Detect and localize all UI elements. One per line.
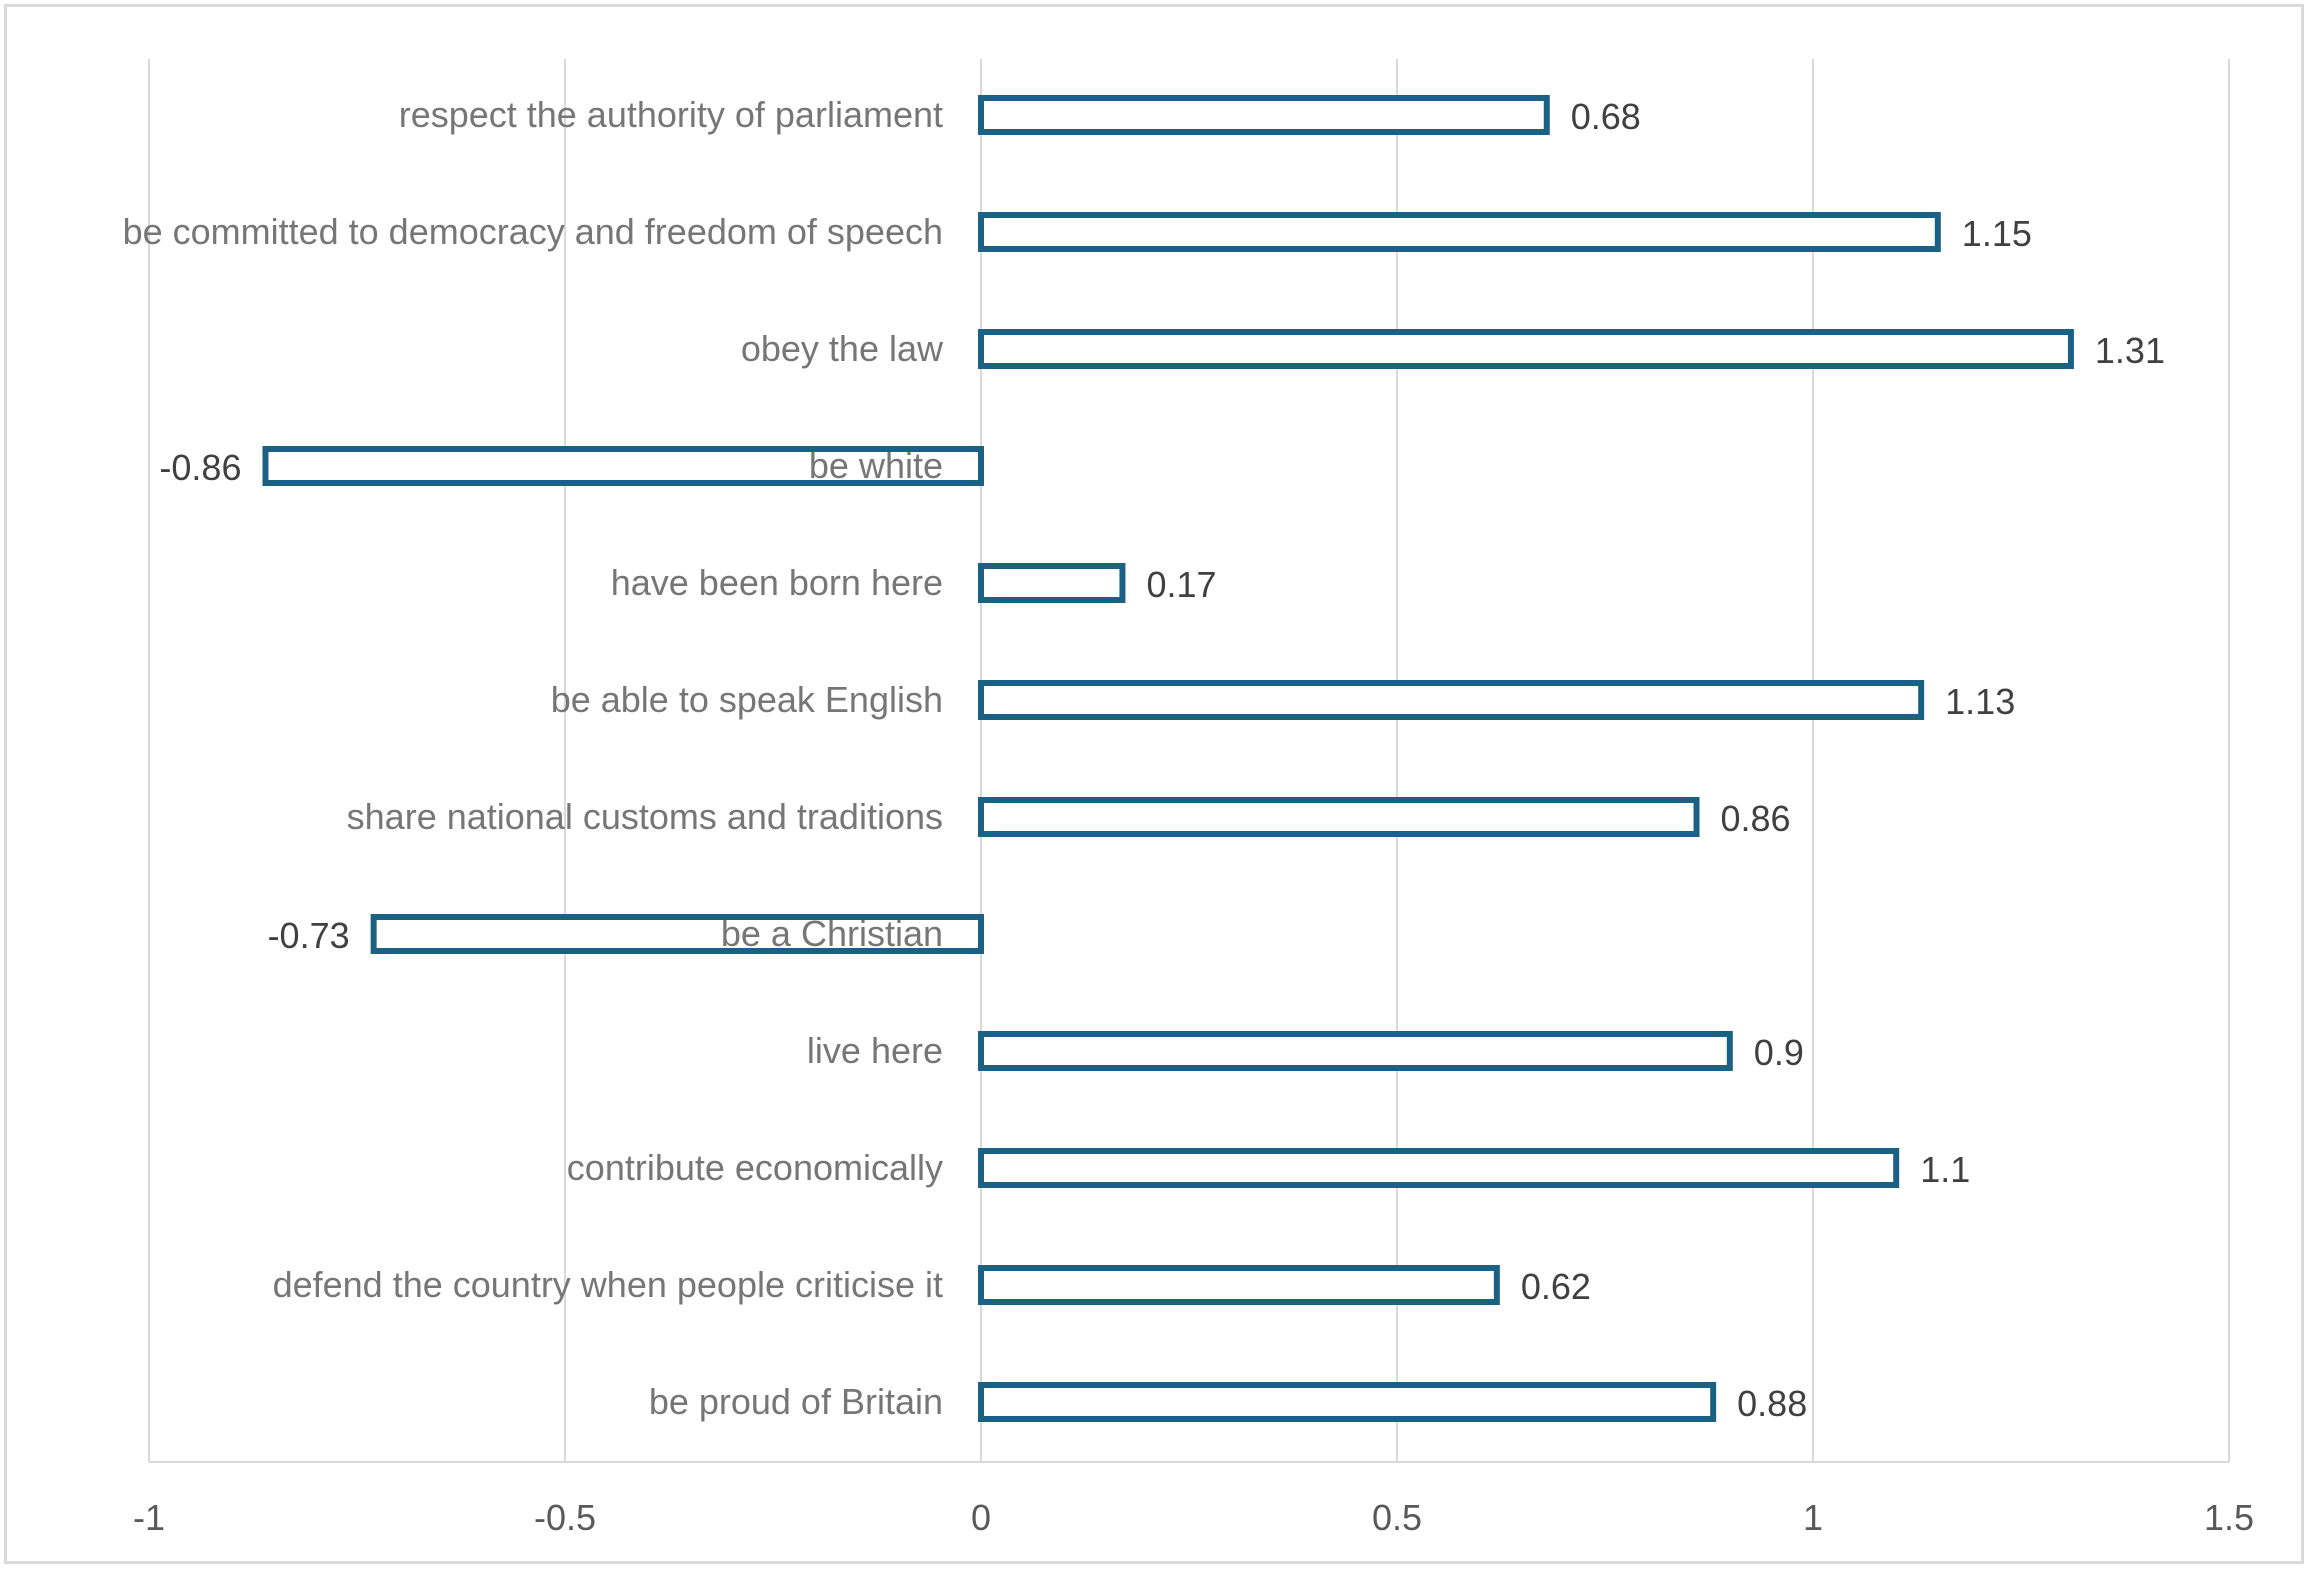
category-label: be able to speak English	[551, 679, 943, 720]
category-label: be a Christian	[721, 913, 943, 954]
x-tick-label: -0.5	[534, 1497, 596, 1538]
bars	[262, 95, 2074, 1422]
bar	[978, 680, 1925, 720]
bar	[262, 446, 985, 486]
category-label: share national customs and traditions	[347, 796, 943, 837]
bar	[978, 1031, 1733, 1071]
category-label: have been born here	[611, 562, 943, 603]
labels: respect the authority of parliament 0.68 b…	[123, 94, 2165, 1424]
category-label: contribute economically	[567, 1147, 943, 1188]
data-label: 0.17	[1146, 564, 1216, 605]
data-label: -0.73	[268, 915, 350, 956]
gridlines	[148, 59, 2230, 1463]
category-label: be committed to democracy and freedom of…	[123, 211, 943, 252]
x-tick-label: 0	[971, 1497, 991, 1538]
bar	[978, 95, 1550, 135]
bar	[978, 1382, 1717, 1422]
data-label: 0.86	[1721, 798, 1791, 839]
category-label: be white	[809, 445, 943, 486]
category-label: be proud of Britain	[649, 1381, 943, 1422]
chart-area: respect the authority of parliament 0.68 b…	[4, 4, 2304, 1564]
bar	[978, 1148, 1900, 1188]
bar	[978, 797, 1700, 837]
category-label: obey the law	[741, 328, 944, 369]
x-axis-ticks: -1 -0.5 0 0.5 1 1.5	[133, 1497, 2254, 1538]
data-label: 1.31	[2095, 330, 2165, 371]
category-label: defend the country when people criticise…	[273, 1264, 943, 1305]
data-label: 0.68	[1571, 96, 1641, 137]
bar	[978, 1265, 1500, 1305]
category-label: live here	[807, 1030, 943, 1071]
bar	[370, 914, 984, 954]
x-tick-label: -1	[133, 1497, 165, 1538]
category-label: respect the authority of parliament	[399, 94, 943, 135]
bar-chart: respect the authority of parliament 0.68 b…	[123, 59, 2254, 1538]
data-label: 0.9	[1754, 1032, 1804, 1073]
x-tick-label: 0.5	[1372, 1497, 1422, 1538]
bar	[978, 212, 1941, 252]
bar	[978, 329, 2074, 369]
data-label: 1.13	[1945, 681, 2015, 722]
x-tick-label: 1	[1803, 1497, 1823, 1538]
data-label: 0.88	[1737, 1383, 1807, 1424]
data-label: 0.62	[1521, 1266, 1591, 1307]
bar	[978, 563, 1126, 603]
data-label: 1.15	[1962, 213, 2032, 254]
data-label: 1.1	[1920, 1149, 1970, 1190]
x-tick-label: 1.5	[2204, 1497, 2254, 1538]
data-label: -0.86	[159, 447, 241, 488]
